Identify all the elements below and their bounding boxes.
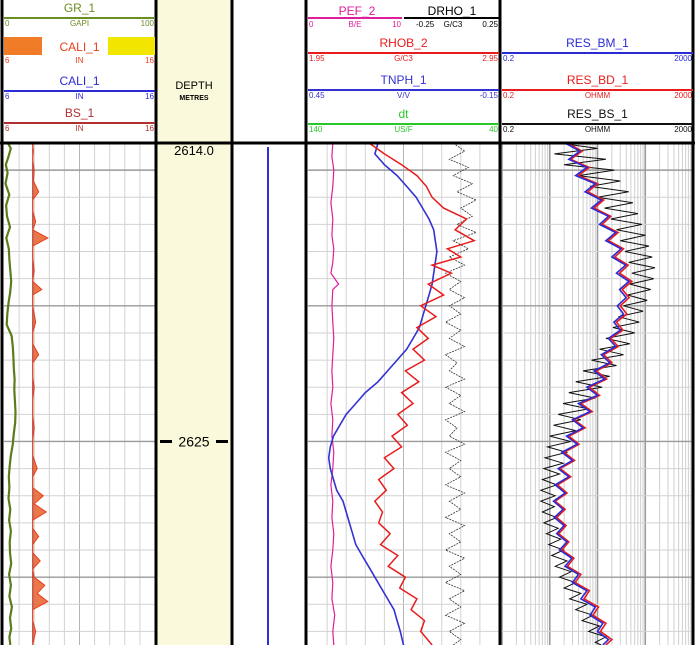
- gr-name: GR_1: [64, 1, 96, 15]
- cali-bs-fill: [32, 143, 48, 645]
- pef-name: PEF_2: [339, 4, 376, 18]
- cali-scale-min: 6: [5, 56, 10, 65]
- cali-fill-swatch-right: [108, 37, 155, 55]
- tnph-scale-min: 0.45: [309, 91, 325, 100]
- bs-name: BS_1: [65, 106, 95, 120]
- res-bm-scale-max: 2000: [674, 54, 692, 63]
- depth-label: 2625: [178, 433, 209, 449]
- dt-scale-max: 40: [489, 125, 498, 134]
- cali-name: CALI_1: [59, 40, 99, 54]
- res-bd-scale-max: 2000: [674, 91, 692, 100]
- cali-scale-max: 16: [145, 56, 154, 65]
- cali-blue-scale-max: 16: [145, 92, 154, 101]
- res-bd-scale-min: 0.2: [503, 91, 515, 100]
- dt-unit: US/F: [394, 125, 412, 134]
- cali-fill-swatch-left: [4, 37, 42, 55]
- drho-scale-max: 0.25: [482, 20, 498, 29]
- dt-name: dt: [398, 107, 409, 121]
- depth-header-label: DEPTH: [175, 80, 212, 92]
- res-bd-name: RES_BD_1: [567, 73, 629, 87]
- res-bm-scale-min: 0.2: [503, 54, 515, 63]
- cali-curve: [32, 142, 49, 645]
- drho-curve: [444, 142, 478, 645]
- rhob-scale-max: 2.95: [482, 54, 498, 63]
- cali-blue-scale-min: 6: [5, 92, 10, 101]
- res-bs-curve: [539, 142, 656, 645]
- gr-scale-min: 0: [5, 19, 10, 28]
- res-bs-scale-min: 0.2: [503, 125, 515, 134]
- res-bm-name: RES_BM_1: [566, 36, 629, 50]
- res-bm-curve: [552, 142, 631, 645]
- res-bs-name: RES_BS_1: [567, 107, 628, 121]
- bs-scale-max: 16: [145, 124, 154, 133]
- bs-unit: IN: [76, 124, 84, 133]
- gr-unit: GAPI: [70, 19, 89, 28]
- depth-track-background: [157, 0, 232, 645]
- tnph-scale-max: -0.15: [480, 91, 499, 100]
- drho-unit: G/C3: [444, 20, 463, 29]
- pef-scale-max: 10: [392, 20, 401, 29]
- res-bs-unit: OHMM: [585, 125, 611, 134]
- depth-label-top: 2614.0: [174, 143, 214, 158]
- rhob-unit: G/C3: [394, 54, 413, 63]
- cali-unit: IN: [76, 56, 84, 65]
- tnph-unit: V/V: [397, 91, 411, 100]
- bs-scale-min: 6: [5, 124, 10, 133]
- depth-unit-label: METRES: [179, 95, 209, 102]
- pef-curve: [330, 142, 340, 645]
- res-bd-unit: OHMM: [585, 91, 611, 100]
- res-bd-curve: [553, 142, 634, 645]
- drho-scale-min: -0.25: [416, 20, 435, 29]
- rhob-name: RHOB_2: [379, 36, 427, 50]
- gr-curve: [4, 142, 17, 645]
- dt-scale-min: 140: [309, 125, 323, 134]
- res-bs-scale-max: 2000: [674, 125, 692, 134]
- cali-blue-unit: IN: [76, 92, 84, 101]
- rhob-curve: [368, 142, 477, 645]
- rhob-scale-min: 1.95: [309, 54, 325, 63]
- pef-unit: B/E: [349, 20, 362, 29]
- tnph-curve: [327, 142, 438, 645]
- tnph-name: TNPH_1: [380, 73, 426, 87]
- pef-scale-min: 0: [309, 20, 314, 29]
- drho-name: DRHO_1: [428, 4, 477, 18]
- gr-scale-max: 100: [141, 19, 155, 28]
- cali-blue-name: CALI_1: [59, 74, 99, 88]
